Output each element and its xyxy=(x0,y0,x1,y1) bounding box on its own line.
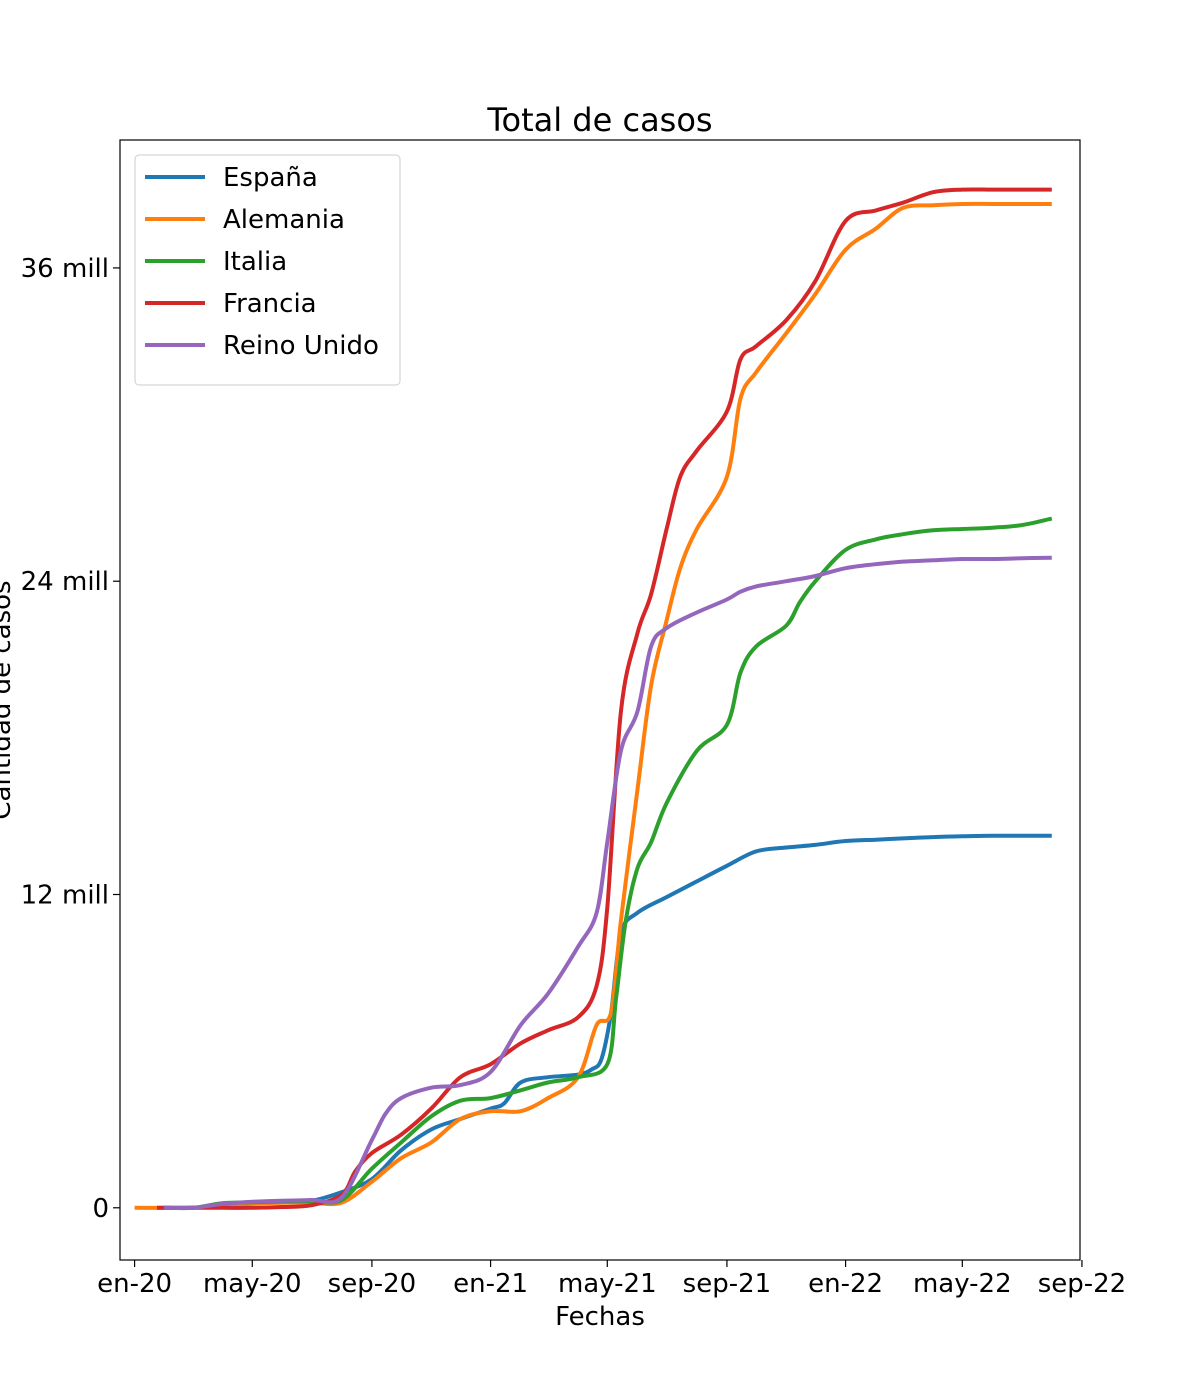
series-line-2 xyxy=(163,516,1053,1211)
x-tick-label: en-20 xyxy=(97,1269,172,1299)
y-tick-label: 0 xyxy=(92,1194,109,1224)
x-tick-label: en-22 xyxy=(808,1269,883,1299)
y-tick-label: 24 mill xyxy=(21,567,109,597)
legend-label-3: Francia xyxy=(223,289,317,319)
legend: España Alemania Italia Francia Reino Unido xyxy=(134,154,401,386)
x-tick-label: sep-20 xyxy=(328,1269,417,1299)
x-tick-label: en-21 xyxy=(453,1269,528,1299)
y-tick-label: 36 mill xyxy=(21,254,109,284)
x-tick-label: may-22 xyxy=(913,1269,1012,1299)
series-line-0 xyxy=(163,833,1052,1210)
legend-box xyxy=(134,154,401,386)
x-axis: en-20 may-20 sep-20 en-21 may-21 sep-21 en-22 m… xyxy=(97,1260,1126,1299)
x-tick-label: may-20 xyxy=(203,1269,302,1299)
legend-label-1: Alemania xyxy=(223,205,345,235)
series-layer xyxy=(134,187,1053,1211)
series-line-1 xyxy=(134,201,1052,1210)
x-tick-label: sep-22 xyxy=(1038,1269,1127,1299)
x-axis-label: Fechas xyxy=(555,1302,645,1332)
chart-title: Total de casos xyxy=(486,101,712,139)
series-line-4 xyxy=(163,555,1052,1211)
legend-label-2: Italia xyxy=(223,247,287,277)
plot-frame xyxy=(119,139,1081,1261)
legend-label-4: Reino Unido xyxy=(223,331,379,361)
x-tick-label: sep-21 xyxy=(683,1269,772,1299)
x-tick-label: may-21 xyxy=(558,1269,657,1299)
y-axis-label: Cantidad de casos xyxy=(0,580,17,819)
y-tick-label: 12 mill xyxy=(21,880,109,910)
y-axis: 0 12 mill 24 mill 36 mill xyxy=(21,254,120,1224)
legend-label-0: España xyxy=(223,163,318,193)
